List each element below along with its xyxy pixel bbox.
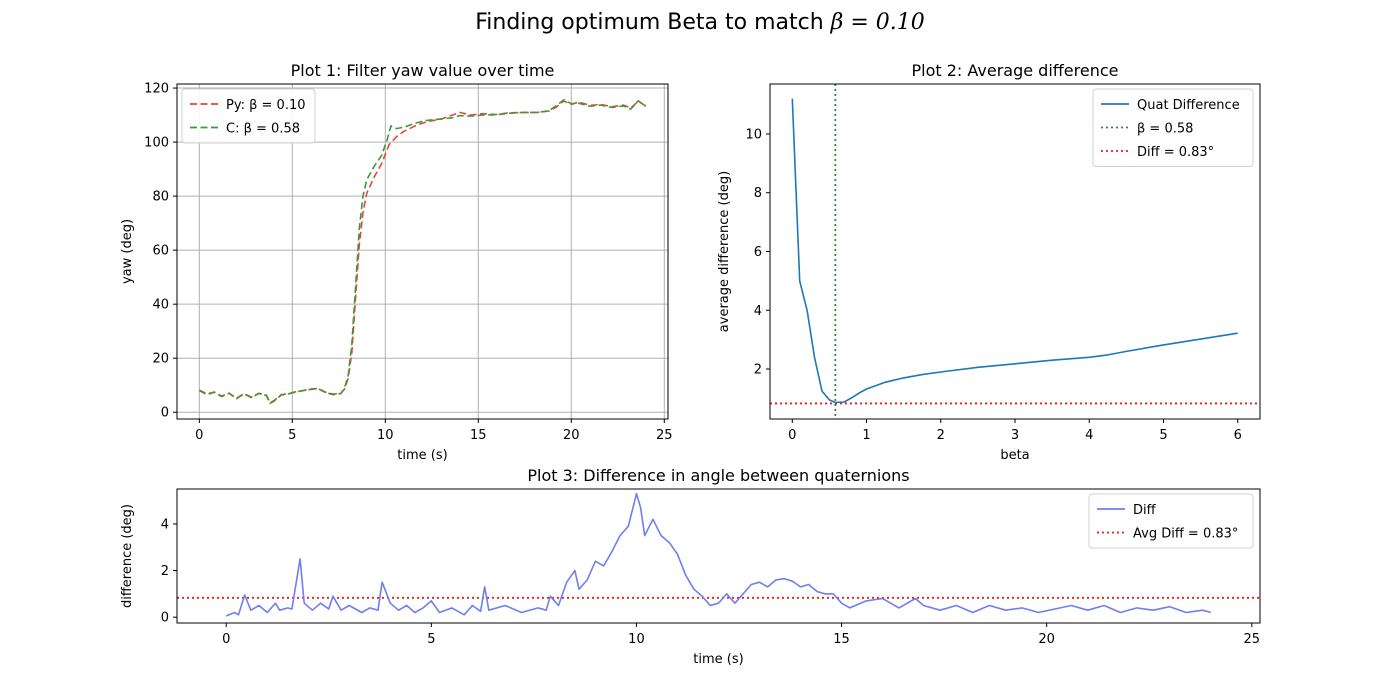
- figure-title-text: Finding optimum Beta to match: [475, 10, 831, 35]
- x-tick-label: 15: [470, 428, 487, 443]
- y-tick-label: 4: [754, 304, 762, 319]
- legend-label: β = 0.58: [1137, 122, 1193, 137]
- y-tick-label: 100: [144, 136, 169, 151]
- x-tick-label: 3: [1011, 428, 1019, 443]
- x-tick-label: 10: [628, 632, 645, 647]
- x-tick-label: 20: [563, 428, 580, 443]
- axes-frame: [769, 83, 1261, 420]
- axes-frame: [176, 83, 669, 420]
- plot-2-average-difference: 0 1 2 3 4 5 6 2 4 6 8 10 Plot 2: Average difference b…: [717, 61, 1261, 463]
- x-tick-label: 5: [1159, 428, 1167, 443]
- plot-title: Plot 1: Filter yaw value over time: [291, 61, 555, 80]
- x-tick-label: 10: [377, 428, 394, 443]
- x-tick-label: 1: [862, 428, 870, 443]
- legend-label: Diff: [1133, 503, 1157, 518]
- x-tick-label: 0: [788, 428, 796, 443]
- plot-title: Plot 3: Difference in angle between quat…: [527, 466, 909, 485]
- plot-title: Plot 2: Average difference: [911, 61, 1118, 80]
- legend: Diff Avg Diff = 0.83°: [1088, 493, 1254, 549]
- legend-box: [181, 88, 316, 144]
- legend: Quat Difference β = 0.58 Diff = 0.83°: [1092, 88, 1254, 167]
- x-tick-label: 20: [1038, 632, 1055, 647]
- y-tick-label: 0: [161, 406, 169, 421]
- x-tick-label: 6: [1234, 428, 1242, 443]
- x-tick-label: 5: [427, 632, 435, 647]
- series-line: [225, 492, 1212, 617]
- y-tick-label: 6: [754, 245, 762, 260]
- legend-label: Avg Diff = 0.83°: [1133, 527, 1238, 542]
- plot-3-angle-difference: 0 5 10 15 20 25 0 2 4 Plot 3: Difference in angle…: [120, 466, 1261, 667]
- y-axis-label: difference (deg): [120, 504, 135, 608]
- y-tick-label: 2: [754, 363, 762, 378]
- series-line: [198, 99, 647, 405]
- series-line: [198, 100, 647, 404]
- x-tick-label: 0: [222, 632, 230, 647]
- legend-box: [1092, 88, 1254, 167]
- y-tick-label: 0: [161, 611, 169, 626]
- x-tick-label: 2: [937, 428, 945, 443]
- y-tick-label: 20: [152, 352, 169, 367]
- y-tick-label: 60: [152, 244, 169, 259]
- legend-label: Diff = 0.83°: [1137, 145, 1214, 160]
- legend-label: Py: β = 0.10: [226, 98, 306, 113]
- figure-title: Finding optimum Beta to match β = 0.10: [0, 10, 1400, 35]
- legend: Py: β = 0.10 C: β = 0.58: [181, 88, 316, 144]
- figure-title-math: β = 0.10: [830, 10, 925, 35]
- x-tick-label: 5: [288, 428, 296, 443]
- x-tick-label: 25: [1244, 632, 1261, 647]
- series-line: [791, 98, 1238, 404]
- x-tick-label: 0: [195, 428, 203, 443]
- x-axis-label: time (s): [693, 652, 743, 667]
- y-tick-label: 40: [152, 298, 169, 313]
- x-tick-label: 15: [833, 632, 850, 647]
- x-axis-label: beta: [1000, 448, 1029, 463]
- y-tick-label: 80: [152, 190, 169, 205]
- legend-label: C: β = 0.58: [226, 122, 300, 137]
- y-tick-label: 120: [144, 82, 169, 97]
- y-axis-label: average difference (deg): [717, 171, 732, 332]
- y-tick-label: 10: [745, 127, 762, 142]
- y-tick-label: 8: [754, 186, 762, 201]
- legend-label: Quat Difference: [1137, 98, 1240, 113]
- y-axis-label: yaw (deg): [120, 219, 135, 284]
- y-tick-label: 4: [161, 517, 169, 532]
- y-tick-label: 2: [161, 564, 169, 579]
- x-tick-label: 4: [1085, 428, 1093, 443]
- x-tick-label: 25: [656, 428, 673, 443]
- plot-1-yaw-over-time: 0 5 10 15 20 25 0 20 40 60 80 100 120 Plot 1: Filter …: [120, 61, 673, 463]
- x-axis-label: time (s): [397, 448, 447, 463]
- axes-frame: [176, 488, 1261, 624]
- legend-box: [1088, 493, 1254, 549]
